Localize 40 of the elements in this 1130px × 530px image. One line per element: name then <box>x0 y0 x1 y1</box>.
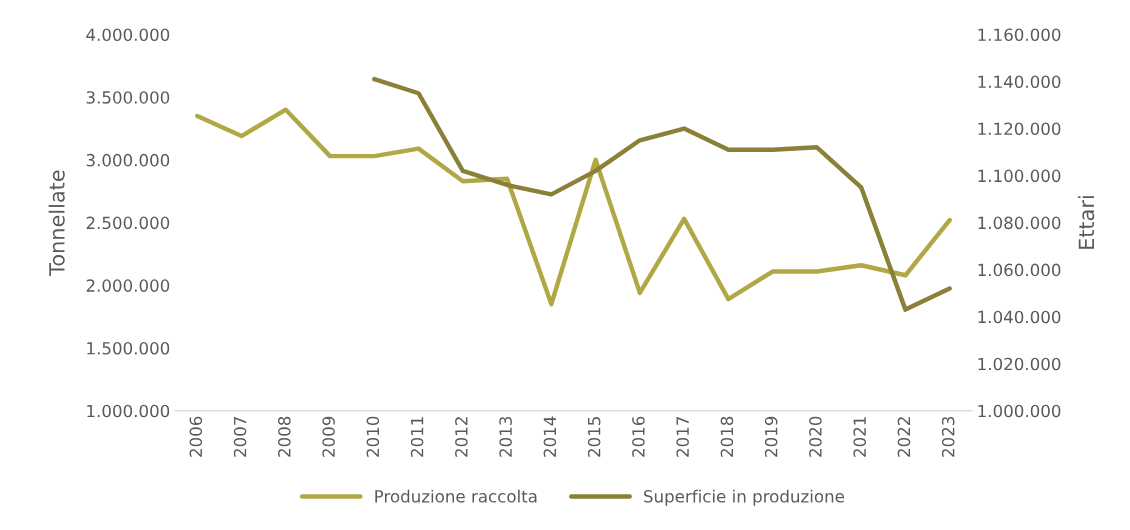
x-tick-label: 2022 <box>897 417 911 457</box>
x-tick-label: 2017 <box>676 417 689 457</box>
y-tick-label: 2.500.000 <box>86 216 170 230</box>
x-tick-label: 2018 <box>720 416 734 457</box>
x-tick-label: 2008 <box>278 416 291 457</box>
y-tick-label: 1.000.000 <box>87 404 170 418</box>
y2-tick-label: 1.080.000 <box>978 216 1061 230</box>
line-series <box>372 76 952 312</box>
y2-tick-label: 1.020.000 <box>978 357 1061 371</box>
x-tick-label: 2015 <box>587 417 601 457</box>
y2-tick-label: 1.100.000 <box>978 169 1061 183</box>
y-tick-label: 3.000.000 <box>86 153 170 167</box>
x-tick-label: 2009 <box>322 416 335 457</box>
x-tick-label: 2006 <box>189 416 203 457</box>
y-tick-label: 1.500.000 <box>87 342 170 355</box>
x-tick-label: 2021 <box>853 417 866 457</box>
y-axis-title: Tonnellate <box>48 170 65 276</box>
y2-tick-label: 1.120.000 <box>978 122 1061 136</box>
x-tick-label: 2023 <box>941 416 955 457</box>
y2-tick-label: 1.140.000 <box>978 75 1061 89</box>
y2-axis-title: Ettari <box>1078 196 1095 249</box>
line-series <box>195 107 952 307</box>
legend-label: Produzione raccolta <box>375 489 537 503</box>
x-tick-label: 2020 <box>809 416 822 457</box>
legend-label: Superficie in produzione <box>644 489 845 506</box>
x-tick-label: 2013 <box>499 416 512 457</box>
y2-tick-label: 1.040.000 <box>978 310 1061 324</box>
x-tick-label: 2012 <box>455 417 468 457</box>
x-tick-label: 2011 <box>410 417 424 457</box>
x-tick-label: 2010 <box>366 416 380 457</box>
y-tick-label: 2.000.000 <box>86 279 170 292</box>
y-tick-label: 3.500.000 <box>86 91 170 104</box>
x-tick-label: 2014 <box>543 416 557 457</box>
x-tick-label: 2016 <box>632 416 645 457</box>
y-tick-label: 4.000.000 <box>86 28 170 42</box>
y2-tick-label: 1.060.000 <box>978 263 1061 277</box>
x-tick-label: 2019 <box>764 416 778 457</box>
y2-tick-label: 1.000.000 <box>978 404 1061 418</box>
y2-tick-label: 1.160.000 <box>978 28 1061 42</box>
x-tick-label: 2007 <box>233 417 247 457</box>
